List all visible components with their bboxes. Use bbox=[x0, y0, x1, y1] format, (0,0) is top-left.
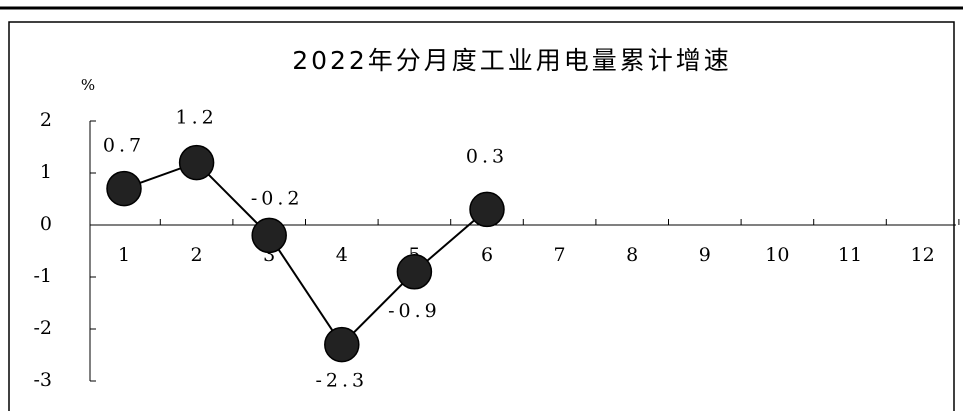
data-label: 0.7 bbox=[103, 135, 145, 157]
y-tick-label: 2 bbox=[40, 109, 52, 131]
x-tick-label: 2 bbox=[191, 244, 203, 266]
y-axis-label: % bbox=[81, 76, 95, 94]
data-point bbox=[178, 144, 215, 181]
data-point bbox=[469, 191, 505, 228]
y-tick-label: 1 bbox=[40, 161, 52, 183]
x-tick-label: 10 bbox=[765, 244, 789, 266]
data-point bbox=[106, 170, 142, 207]
data-label: 0.3 bbox=[466, 145, 508, 167]
data-point bbox=[396, 254, 433, 290]
x-tick-label: 1 bbox=[118, 244, 130, 266]
data-label: -0.9 bbox=[388, 300, 441, 322]
x-tick-label: 4 bbox=[336, 244, 348, 266]
x-tick-label: 9 bbox=[699, 244, 711, 266]
y-tick-label: -3 bbox=[33, 369, 52, 391]
x-tick-label: 11 bbox=[838, 244, 862, 266]
chart-title: 2022年分月度工业用电量累计增速 bbox=[292, 46, 732, 75]
y-tick-label: 0 bbox=[40, 213, 52, 235]
data-point bbox=[324, 326, 360, 363]
y-tick-label: -1 bbox=[33, 265, 52, 287]
data-label: -0.2 bbox=[251, 187, 304, 209]
chart-frame bbox=[8, 21, 955, 415]
x-tick-label: 12 bbox=[911, 244, 935, 266]
data-label: -2.3 bbox=[315, 370, 368, 392]
y-tick-label: -2 bbox=[33, 317, 52, 339]
x-tick-label: 8 bbox=[626, 244, 638, 266]
x-tick-label: 6 bbox=[481, 244, 493, 266]
x-tick-label: 7 bbox=[554, 244, 566, 266]
data-label: 1.2 bbox=[175, 107, 217, 129]
data-point bbox=[251, 217, 287, 254]
